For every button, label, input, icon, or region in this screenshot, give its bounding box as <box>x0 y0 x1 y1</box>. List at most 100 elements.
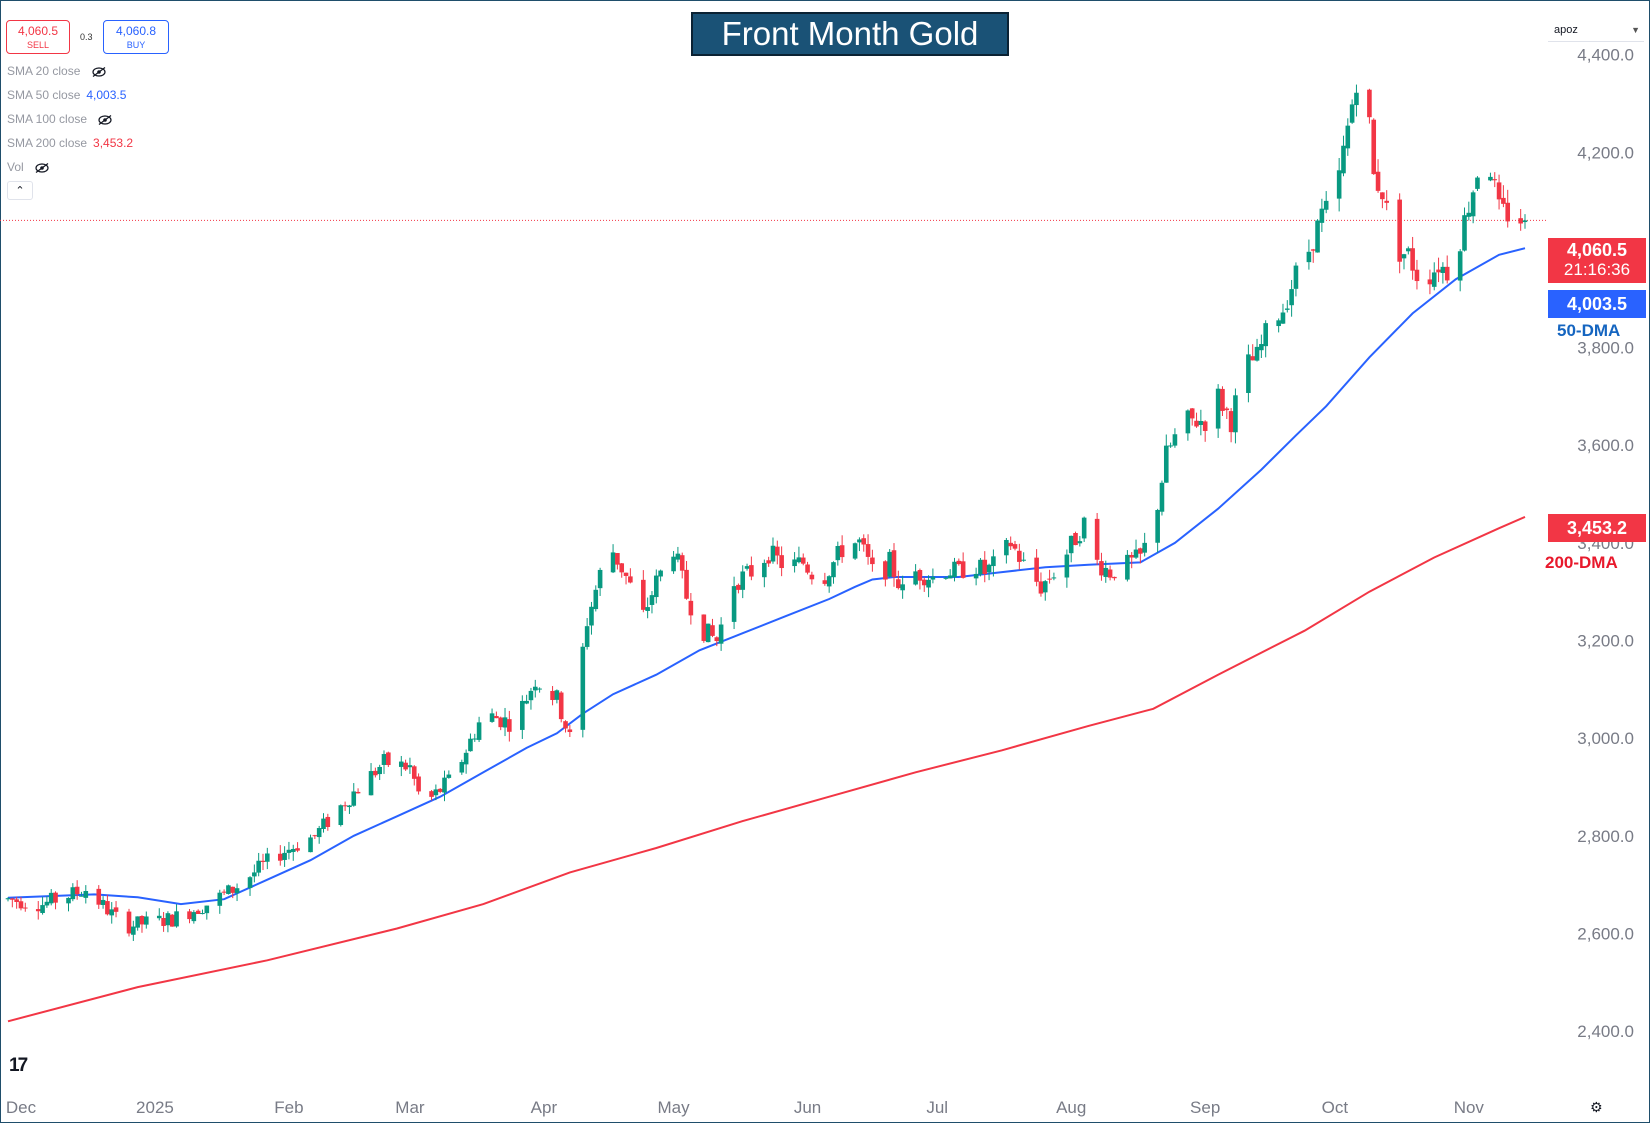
candle-body <box>1250 356 1256 361</box>
candle-body <box>1397 199 1402 262</box>
candle-body <box>710 625 715 636</box>
candle-body <box>520 700 525 730</box>
candle-body <box>1254 346 1260 361</box>
candle-body <box>554 690 560 700</box>
candle-body <box>498 717 504 728</box>
candle-body <box>1319 208 1325 223</box>
candle-body <box>1505 202 1511 222</box>
legend-vol[interactable]: Vol <box>7 160 49 174</box>
legend-sma200[interactable]: SMA 200 close 3,453.2 <box>7 136 133 150</box>
candle-body <box>1349 104 1355 123</box>
candle-body <box>100 899 106 905</box>
candle-body <box>839 545 845 558</box>
sma50-line <box>7 247 1526 906</box>
sell-button[interactable]: 4,060.5 SELL <box>6 20 70 54</box>
candle-body <box>796 557 802 563</box>
candle-body <box>325 816 331 827</box>
candle-body <box>1457 251 1463 281</box>
candle-body <box>896 579 901 589</box>
candle-body <box>1380 192 1385 200</box>
gear-icon[interactable]: ⚙ <box>1590 1099 1603 1115</box>
candle-body <box>18 901 24 909</box>
candle-body <box>1228 411 1234 433</box>
candle-body <box>1406 248 1411 252</box>
candle-body <box>1444 266 1450 281</box>
candle-body <box>1427 279 1433 285</box>
candle-body <box>217 892 223 906</box>
y-tick-label: 3,800.0 <box>1577 339 1634 358</box>
candle-body <box>48 892 54 904</box>
candle-body <box>79 895 84 897</box>
sma50-price-tag: 4,003.5 <box>1548 290 1646 318</box>
candle-body <box>766 560 771 564</box>
candle-body <box>1133 549 1139 558</box>
candle-body <box>852 543 858 559</box>
buy-button[interactable]: 4,060.8 BUY <box>103 20 169 54</box>
legend-label: Vol <box>7 160 24 174</box>
candle-body <box>195 910 201 914</box>
candle-body <box>675 553 681 560</box>
candle-body <box>191 912 197 922</box>
candle-body <box>1034 557 1039 582</box>
candle-body <box>1155 509 1160 543</box>
candle-body <box>1215 388 1221 429</box>
eye-off-icon[interactable] <box>35 162 49 173</box>
candle-body <box>338 805 344 826</box>
candle-body <box>1194 420 1199 427</box>
spread-value: 0.3 <box>80 32 93 42</box>
x-tick-label: Sep <box>1190 1098 1220 1117</box>
candle-body <box>952 561 957 578</box>
candle-body <box>1462 215 1467 251</box>
candle-body <box>1220 388 1225 411</box>
candle-body <box>1518 218 1523 224</box>
candle-body <box>230 886 236 893</box>
legend-sma20[interactable]: SMA 20 close <box>7 64 106 78</box>
tradingview-logo: 17 <box>9 1055 28 1076</box>
candle-body <box>861 538 867 545</box>
candle-body <box>714 637 720 642</box>
candle-body <box>174 911 179 927</box>
eye-off-icon[interactable] <box>92 66 106 77</box>
candle-body <box>528 690 534 701</box>
eye-off-icon[interactable] <box>98 114 112 125</box>
x-tick-label: 2025 <box>136 1098 174 1117</box>
legend-sma100[interactable]: SMA 100 close <box>7 112 112 126</box>
candle-body <box>10 898 15 900</box>
chart-title: Front Month Gold <box>691 12 1009 56</box>
symbol-select[interactable]: apoz ▼ <box>1548 18 1644 42</box>
candle-body <box>991 556 996 567</box>
candle-body <box>53 892 58 903</box>
x-tick-label: Jul <box>926 1098 948 1117</box>
candle-body <box>1017 550 1022 562</box>
candle-body <box>1492 179 1498 181</box>
candle-body <box>792 559 797 567</box>
x-tick-label: Apr <box>531 1098 558 1117</box>
buy-label: BUY <box>126 40 146 50</box>
candle-body <box>1293 265 1299 289</box>
legend-label: SMA 50 close <box>7 88 81 102</box>
candle-body <box>835 546 841 561</box>
candle-body <box>131 926 136 935</box>
candle-body <box>260 860 266 862</box>
candle-body <box>398 761 404 767</box>
candle-body <box>800 557 806 564</box>
candle-body <box>355 791 361 794</box>
collapse-legend-button[interactable]: ⌃ <box>7 181 33 200</box>
candle-body <box>628 576 633 583</box>
candle-body <box>653 575 659 598</box>
sell-price: 4,060.5 <box>17 24 59 38</box>
candle-body <box>1189 408 1195 419</box>
candle-body <box>1224 408 1230 411</box>
legend-sma50[interactable]: SMA 50 close 4,003.5 <box>7 88 126 102</box>
candle-body <box>22 907 28 909</box>
candle-body <box>74 886 80 895</box>
candle-body <box>1280 312 1286 324</box>
candle-body <box>718 624 724 644</box>
candle-body <box>247 877 253 889</box>
candle-body <box>437 788 443 792</box>
candle-body <box>1431 272 1437 287</box>
candle-body <box>204 905 210 914</box>
candle-body <box>1008 542 1013 547</box>
